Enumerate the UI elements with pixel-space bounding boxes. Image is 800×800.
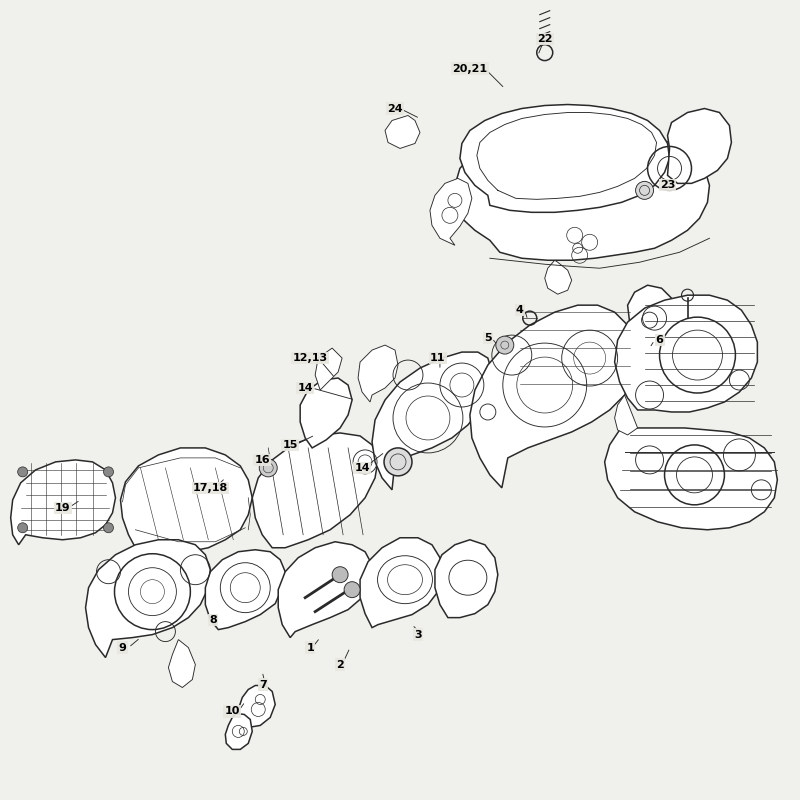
Circle shape — [259, 459, 278, 477]
Polygon shape — [628, 285, 678, 348]
Circle shape — [332, 566, 348, 582]
Polygon shape — [430, 178, 472, 246]
Text: 19: 19 — [54, 503, 70, 513]
Text: 8: 8 — [210, 614, 217, 625]
Circle shape — [384, 448, 412, 476]
Circle shape — [103, 522, 114, 533]
Circle shape — [18, 522, 28, 533]
Polygon shape — [372, 352, 492, 490]
Polygon shape — [667, 109, 731, 183]
Polygon shape — [315, 348, 342, 390]
Polygon shape — [300, 378, 352, 448]
Polygon shape — [545, 260, 572, 294]
Polygon shape — [252, 433, 378, 548]
Polygon shape — [605, 428, 778, 530]
Polygon shape — [385, 115, 420, 149]
Text: 7: 7 — [259, 679, 267, 690]
Text: 3: 3 — [414, 630, 422, 639]
Circle shape — [635, 182, 654, 199]
Text: 12,13: 12,13 — [293, 353, 328, 363]
Circle shape — [103, 467, 114, 477]
Text: 22: 22 — [537, 34, 553, 44]
Polygon shape — [470, 305, 638, 488]
Polygon shape — [435, 540, 498, 618]
Text: 14: 14 — [298, 383, 313, 393]
Text: 11: 11 — [430, 353, 446, 363]
Text: 4: 4 — [516, 305, 524, 315]
Text: 15: 15 — [282, 440, 298, 450]
Text: 14: 14 — [354, 463, 370, 473]
Polygon shape — [614, 395, 638, 435]
Text: 1: 1 — [306, 642, 314, 653]
Text: 23: 23 — [660, 180, 675, 190]
Circle shape — [496, 336, 514, 354]
Text: 9: 9 — [118, 642, 126, 653]
Polygon shape — [614, 295, 758, 412]
Circle shape — [18, 467, 28, 477]
Polygon shape — [169, 639, 195, 687]
Text: 2: 2 — [336, 659, 344, 670]
Text: 16: 16 — [254, 455, 270, 465]
Polygon shape — [360, 538, 442, 628]
Text: 5: 5 — [484, 333, 492, 343]
Text: 17,18: 17,18 — [193, 483, 228, 493]
Polygon shape — [206, 550, 285, 630]
Polygon shape — [238, 686, 275, 727]
Polygon shape — [121, 448, 252, 552]
Polygon shape — [86, 540, 210, 658]
Polygon shape — [460, 105, 670, 212]
Text: 20,21: 20,21 — [452, 63, 487, 74]
Text: 10: 10 — [225, 706, 240, 717]
Polygon shape — [10, 460, 115, 545]
Polygon shape — [278, 542, 372, 638]
Polygon shape — [358, 345, 398, 402]
Text: 24: 24 — [387, 103, 403, 114]
Text: 6: 6 — [656, 335, 663, 345]
Circle shape — [344, 582, 360, 598]
Polygon shape — [226, 714, 252, 750]
Polygon shape — [455, 130, 710, 260]
